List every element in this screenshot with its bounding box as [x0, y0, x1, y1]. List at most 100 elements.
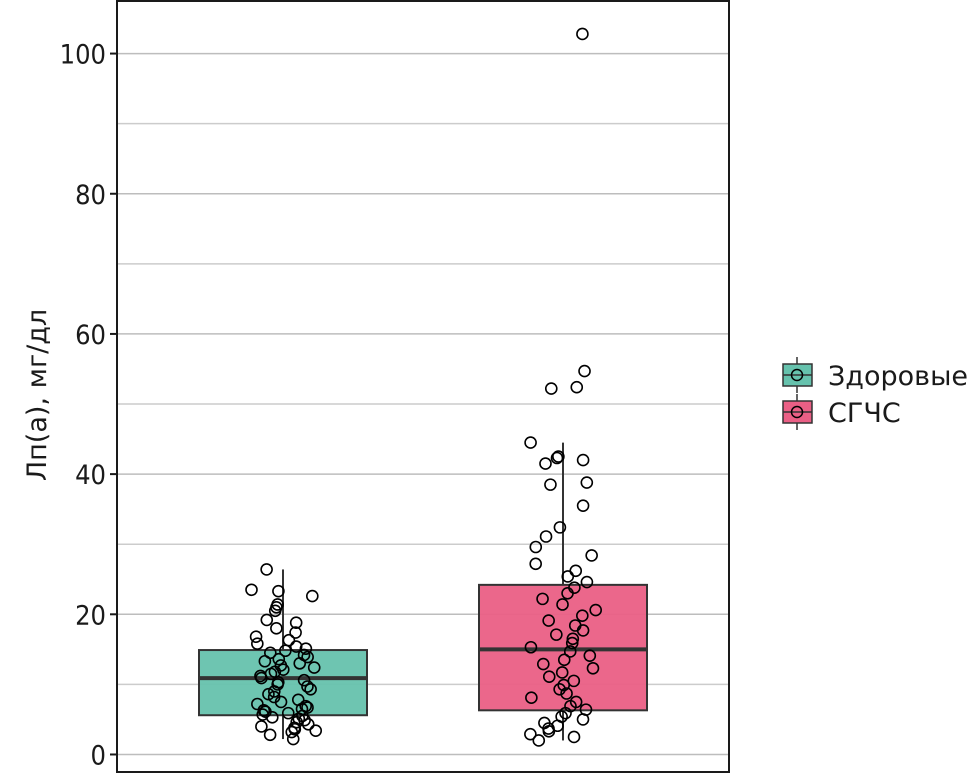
- y-tick-label: 100: [60, 40, 106, 71]
- data-point: [550, 628, 563, 641]
- data-point: [550, 451, 564, 465]
- data-point: [525, 691, 538, 705]
- y-axis-title: Лп(а), мг/дл: [22, 309, 53, 481]
- data-point: [576, 27, 589, 41]
- data-point: [301, 701, 314, 714]
- data-point: [309, 724, 323, 737]
- y-tick-label: 0: [91, 740, 106, 771]
- data-point: [560, 687, 573, 700]
- data-point: [272, 652, 286, 666]
- data-point: [568, 581, 581, 594]
- data-point: [307, 661, 321, 674]
- data-point: [289, 616, 303, 630]
- data-point: [301, 718, 315, 731]
- data-point: [272, 584, 285, 598]
- data-point: [579, 703, 593, 716]
- legend-label: Здоровые: [828, 361, 968, 392]
- data-point: [589, 603, 602, 617]
- data-point: [281, 706, 295, 720]
- data-point: [537, 657, 550, 671]
- data-point: [260, 613, 274, 627]
- data-point: [524, 727, 537, 741]
- data-point: [569, 695, 583, 709]
- data-point: [291, 693, 305, 707]
- data-point: [538, 716, 551, 730]
- data-point: [542, 614, 555, 627]
- data-point: [544, 478, 557, 491]
- data-point: [565, 636, 579, 650]
- legend-label: СГЧС: [828, 398, 901, 429]
- data-point: [557, 653, 571, 667]
- data-point: [282, 633, 296, 647]
- data-point: [251, 697, 264, 711]
- data-point: [264, 646, 277, 660]
- data-point: [299, 642, 313, 655]
- data-point: [567, 674, 581, 688]
- data-point: [539, 457, 552, 470]
- data-point: [299, 699, 313, 713]
- data-point: [251, 637, 264, 651]
- data-point: [553, 682, 566, 696]
- data-point: [529, 557, 542, 571]
- data-point: [576, 453, 590, 467]
- data-points: [245, 27, 602, 747]
- legend-key-point: [790, 405, 804, 419]
- data-point: [536, 592, 549, 606]
- data-point: [245, 583, 258, 597]
- plot-border: [116, 0, 730, 773]
- legend-item: СГЧС: [782, 394, 901, 430]
- data-point: [552, 450, 565, 463]
- data-point: [563, 645, 577, 658]
- data-point: [304, 682, 317, 696]
- data-point: [580, 575, 594, 589]
- data-point: [570, 380, 584, 394]
- legend-item: Здоровые: [782, 357, 968, 393]
- data-point: [289, 640, 303, 653]
- data-point: [263, 728, 277, 742]
- data-point: [585, 549, 598, 562]
- data-point: [255, 720, 268, 733]
- data-point: [249, 630, 263, 644]
- data-point: [576, 609, 589, 622]
- data-point: [569, 564, 583, 578]
- data-point: [271, 598, 284, 611]
- data-point: [301, 680, 314, 693]
- data-point: [568, 619, 582, 632]
- y-tick-label: 80: [75, 180, 106, 211]
- data-point: [257, 704, 271, 717]
- data-point: [524, 436, 537, 449]
- grid-lines: [117, 52, 729, 756]
- data-point: [544, 382, 558, 395]
- y-tick-label: 40: [75, 460, 106, 491]
- data-point: [555, 666, 569, 679]
- data-point: [532, 734, 546, 747]
- data-point: [270, 622, 283, 635]
- data-point: [274, 659, 288, 672]
- data-point: [524, 640, 538, 654]
- data-point: [580, 476, 594, 489]
- data-point: [262, 687, 275, 701]
- legend-key-point: [790, 368, 804, 382]
- data-point: [267, 690, 281, 704]
- data-point: [553, 521, 567, 534]
- data-point: [576, 499, 590, 512]
- data-point: [260, 563, 273, 576]
- data-point: [566, 632, 580, 646]
- data-point: [259, 705, 272, 719]
- data-point: [578, 364, 591, 378]
- data-point: [297, 673, 311, 687]
- data-point: [539, 530, 553, 543]
- data-point: [542, 670, 556, 683]
- y-tick-label: 20: [75, 600, 106, 631]
- data-point: [289, 626, 302, 639]
- data-point: [567, 730, 581, 744]
- data-point: [583, 649, 597, 662]
- data-point: [556, 598, 569, 611]
- y-axis: 0 20 40 60 80 100: [60, 40, 117, 771]
- data-point: [306, 589, 319, 603]
- data-point: [555, 710, 568, 723]
- legend: Здоровые СГЧС: [782, 357, 968, 430]
- y-tick-label: 60: [75, 320, 106, 351]
- data-point: [529, 540, 543, 554]
